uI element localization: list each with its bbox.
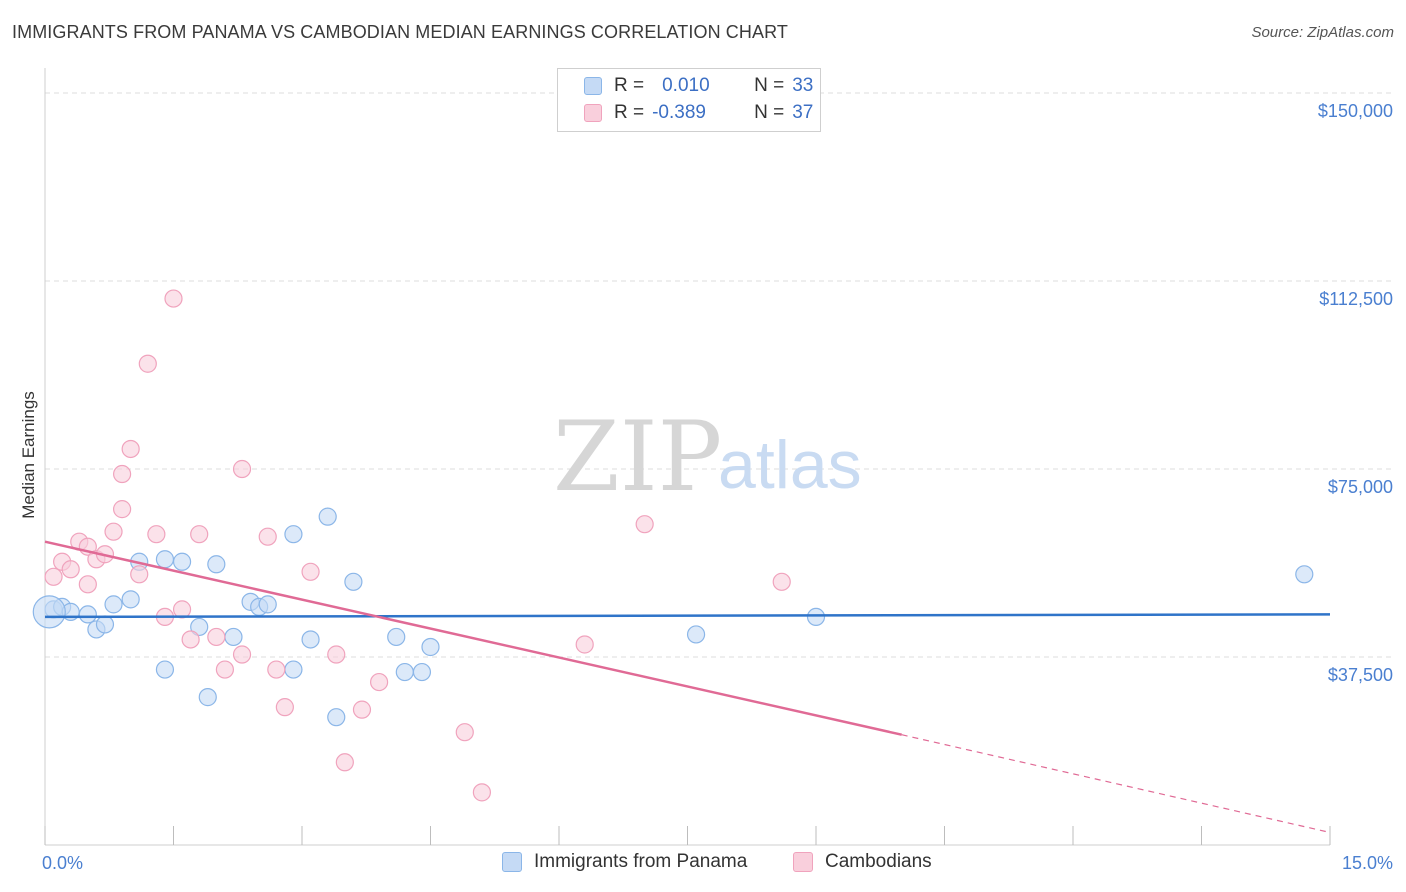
legend-n-value: 37	[792, 102, 814, 123]
legend-swatch-panama	[584, 77, 602, 95]
legend-r-label: R =	[614, 75, 645, 96]
data-point-panama	[155, 660, 175, 679]
data-point-cambodian	[121, 439, 140, 459]
data-point-cambodian	[104, 522, 123, 541]
data-point-cambodian	[78, 575, 97, 594]
correlation-legend: R = 0.010 N = 33 R = -0.389 N = 37	[557, 68, 821, 132]
data-point-panama	[686, 625, 706, 644]
source-credit: Source: ZipAtlas.com	[1251, 24, 1394, 41]
data-point-cambodian	[575, 635, 594, 654]
data-point-panama	[387, 627, 406, 647]
legend-n-value: 33	[792, 75, 814, 96]
data-point-panama	[301, 630, 320, 649]
y-tick-label: $37,500	[1328, 665, 1393, 685]
data-point-panama	[95, 615, 115, 634]
data-point-cambodian	[267, 660, 286, 679]
data-point-cambodian	[327, 645, 346, 664]
data-point-cambodian	[207, 627, 226, 647]
data-point-cambodian	[130, 565, 149, 584]
data-point-panama	[224, 627, 243, 647]
legend-r-value: -0.389	[652, 102, 706, 123]
data-point-cambodian	[112, 500, 132, 519]
trend-line-cambodian-extension	[901, 734, 1331, 834]
y-tick-label: $150,000	[1318, 101, 1393, 121]
series-legend: Immigrants from Panama Cambodians	[0, 851, 1406, 877]
data-point-cambodian	[232, 645, 252, 664]
data-point-panama	[121, 590, 140, 609]
trend-line-panama	[44, 613, 1331, 619]
data-point-cambodian	[138, 354, 157, 373]
series-cambodian-points	[44, 289, 791, 802]
axes	[44, 68, 1331, 846]
data-point-cambodian	[275, 698, 294, 717]
data-point-cambodian	[190, 525, 209, 544]
data-point-cambodian	[61, 560, 80, 579]
data-point-cambodian	[181, 630, 200, 649]
y-tick-label: $75,000	[1328, 477, 1393, 497]
data-point-cambodian	[258, 527, 277, 546]
watermark-atlas: atlas	[718, 427, 862, 503]
legend-n-label: N =	[754, 102, 785, 123]
data-point-panama	[806, 607, 826, 627]
legend-r-value: 0.010	[662, 75, 710, 96]
data-point-panama	[207, 555, 226, 574]
data-point-cambodian	[112, 464, 132, 484]
data-point-cambodian	[352, 700, 372, 719]
data-point-panama	[32, 595, 66, 629]
x-tick-label: 0.0%	[42, 853, 83, 873]
legend-row-cambodian: R = -0.389 N = 37	[558, 100, 813, 126]
data-point-cambodian	[772, 572, 791, 591]
data-point-panama	[104, 595, 123, 614]
data-point-cambodian	[232, 459, 252, 479]
data-point-cambodian	[455, 723, 474, 742]
data-point-cambodian	[370, 672, 389, 692]
chart-title: IMMIGRANTS FROM PANAMA VS CAMBODIAN MEDI…	[12, 22, 788, 42]
data-point-panama	[78, 605, 97, 624]
data-point-panama	[172, 552, 192, 571]
data-point-cambodian	[215, 660, 234, 679]
data-point-panama	[327, 708, 346, 727]
trend-lines	[44, 540, 1331, 834]
legend-n-label: N =	[754, 75, 785, 96]
data-point-cambodian	[635, 515, 654, 534]
data-point-panama	[198, 688, 217, 707]
y-tick-label: $112,500	[1319, 289, 1393, 309]
tick-labels: $37,500 $75,000 $112,500 $150,000 0.0% 15.0%	[42, 101, 1393, 873]
legend-swatch-panama	[502, 852, 522, 872]
data-point-cambodian	[44, 567, 63, 586]
data-point-panama	[258, 595, 277, 614]
data-point-panama	[284, 525, 303, 544]
data-point-cambodian	[301, 562, 320, 581]
legend-r-label: R =	[614, 102, 645, 123]
data-point-cambodian	[172, 600, 192, 619]
legend-swatch-cambodian	[584, 104, 602, 122]
data-point-panama	[284, 660, 303, 679]
data-point-cambodian	[335, 753, 354, 772]
legend-label-cambodian: Cambodians	[825, 851, 932, 872]
data-point-panama	[395, 662, 414, 682]
data-point-panama	[412, 662, 432, 682]
data-point-panama	[318, 507, 337, 526]
x-tick-label: 15.0%	[1342, 853, 1393, 873]
data-point-panama	[421, 637, 440, 657]
legend-item-cambodian[interactable]: Cambodians	[793, 851, 932, 873]
legend-item-panama[interactable]: Immigrants from Panama	[502, 851, 747, 873]
data-point-panama	[344, 572, 363, 591]
legend-label-panama: Immigrants from Panama	[534, 851, 748, 872]
data-point-cambodian	[472, 783, 491, 802]
data-point-panama	[155, 550, 175, 569]
trend-line-cambodian	[44, 540, 902, 736]
gridlines	[45, 92, 1395, 658]
data-point-cambodian	[164, 289, 183, 308]
legend-swatch-cambodian	[793, 852, 813, 872]
data-point-panama	[1295, 565, 1314, 584]
legend-row-panama: R = 0.010 N = 33	[558, 73, 813, 99]
y-axis-label: Median Earnings	[19, 391, 38, 519]
data-point-panama	[190, 617, 209, 637]
watermark-zip: ZIP	[553, 401, 722, 513]
data-point-cambodian	[147, 525, 166, 544]
